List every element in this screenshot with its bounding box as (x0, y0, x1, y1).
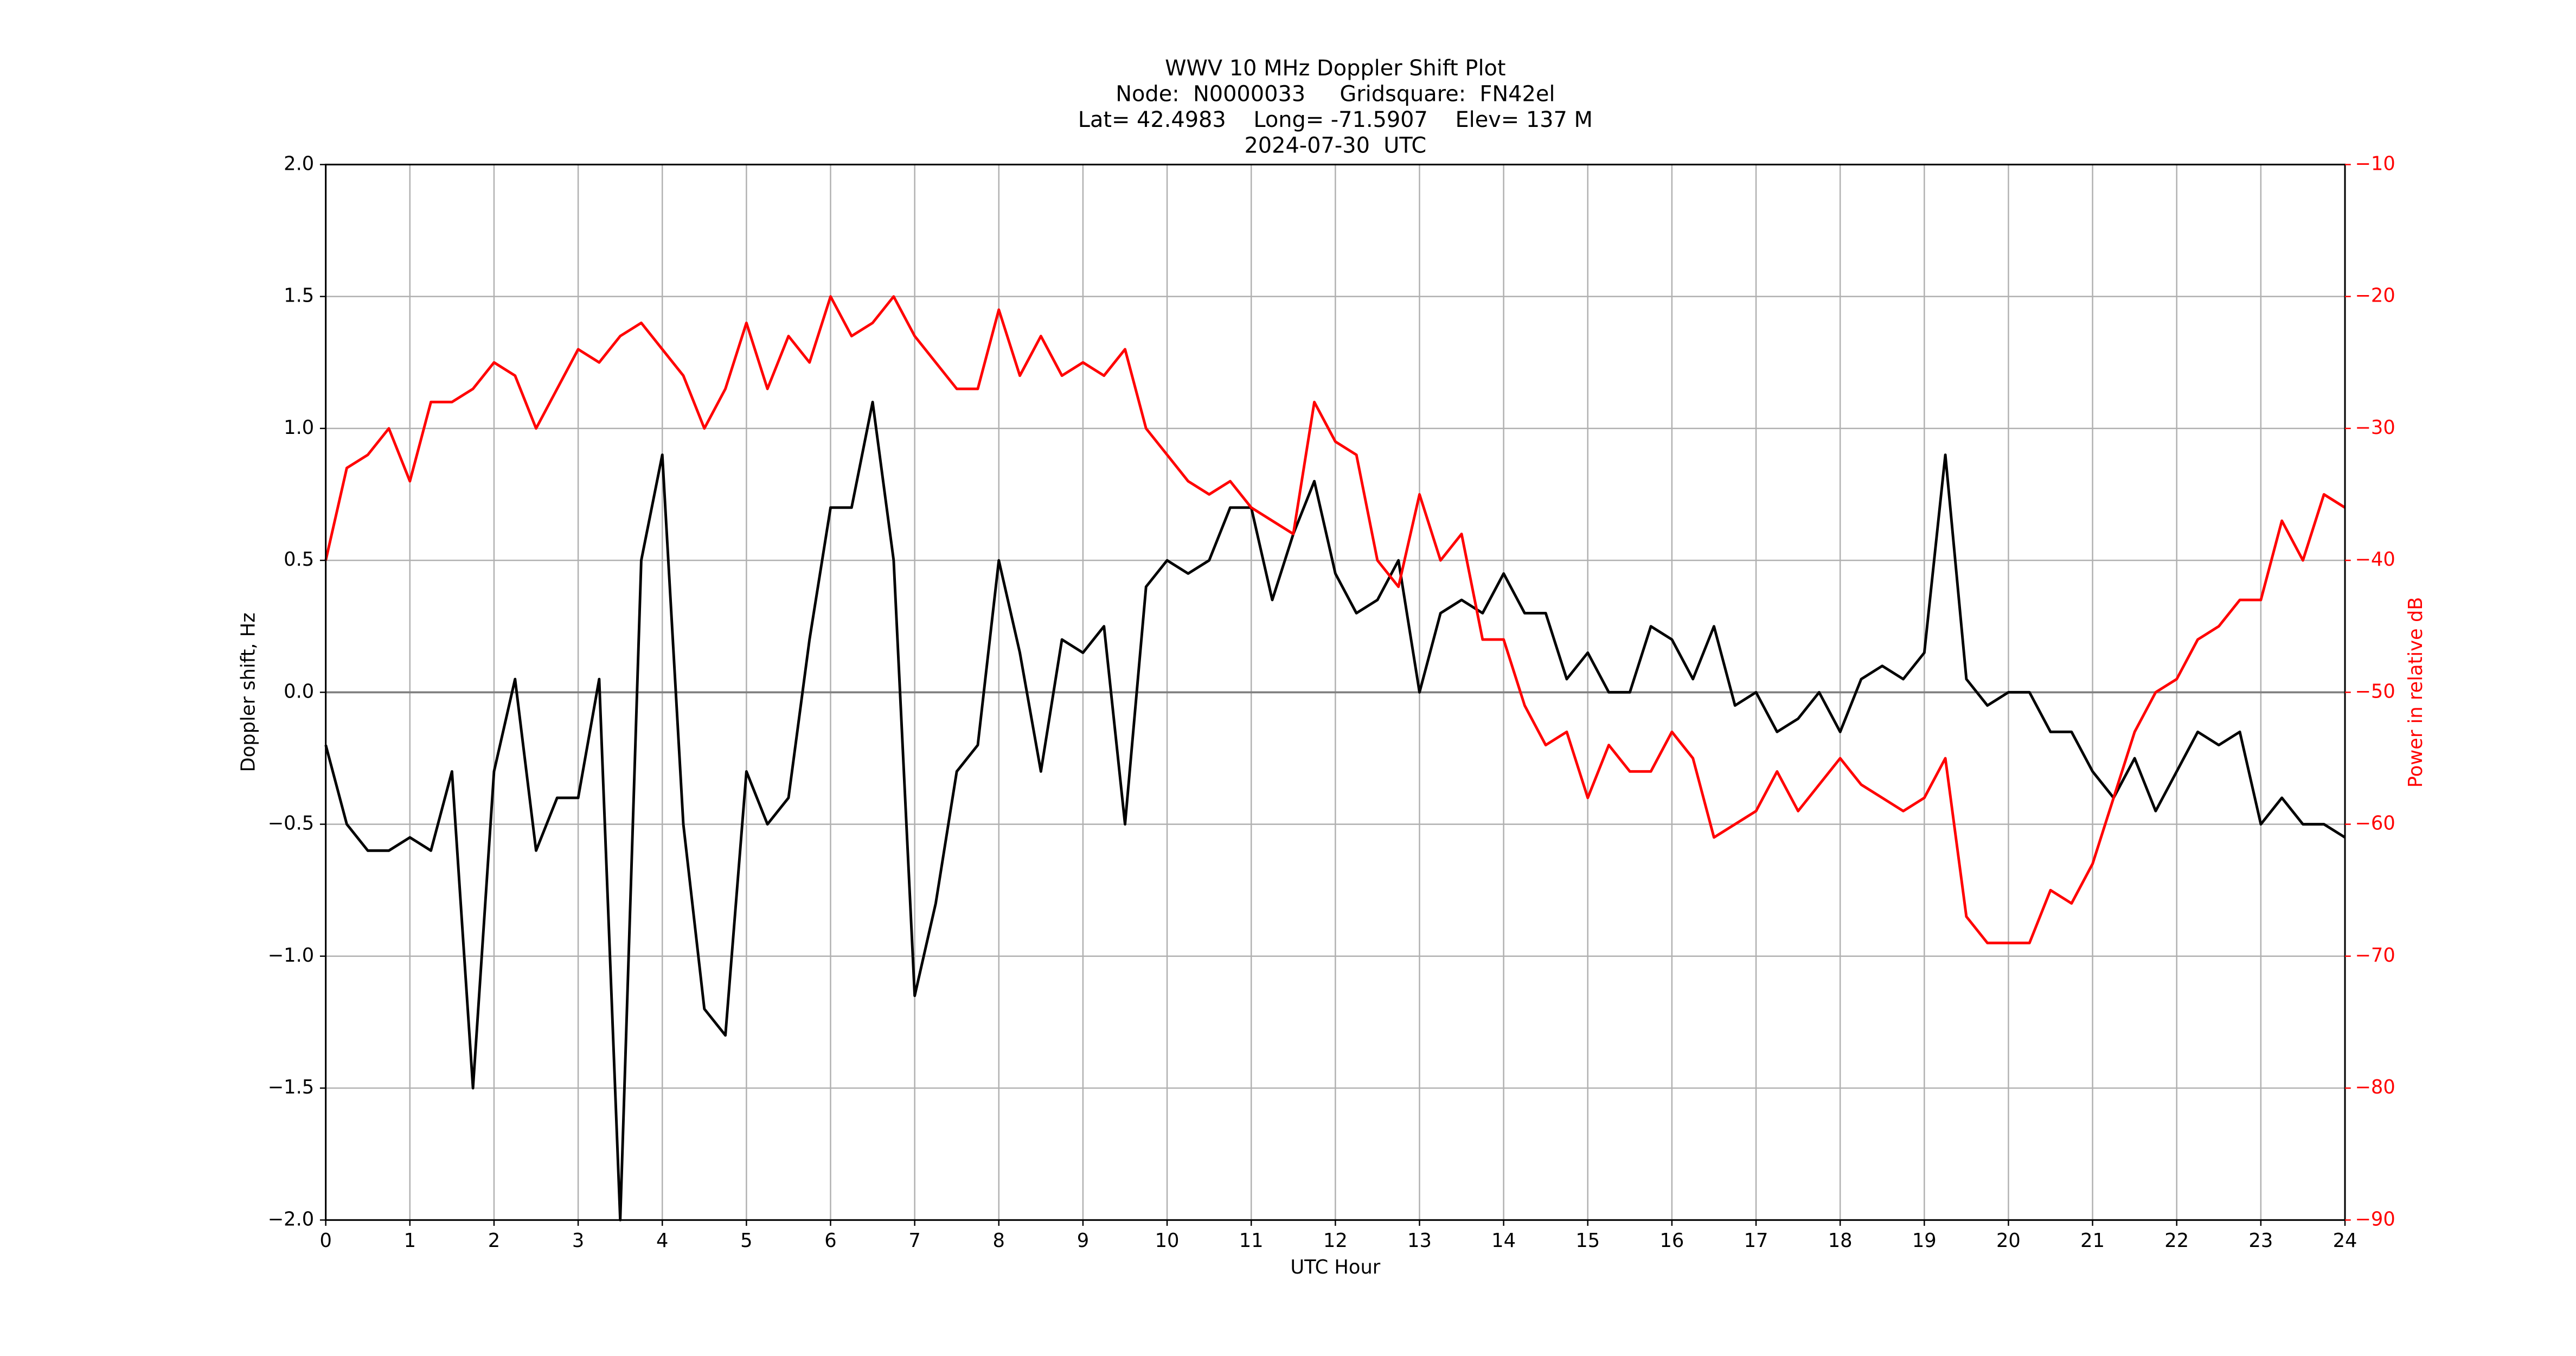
y2-tick-label: −90 (2355, 1208, 2395, 1230)
x-tick-label: 14 (1491, 1230, 1516, 1252)
x-tick-label: 2 (488, 1230, 500, 1252)
x-tick-label: 15 (1575, 1230, 1600, 1252)
y2-tick-label: −20 (2355, 285, 2395, 307)
x-tick-label: 21 (2080, 1230, 2105, 1252)
y-tick-label: −1.0 (268, 944, 315, 967)
y2-tick-label: −30 (2355, 417, 2395, 439)
x-tick-label: 11 (1239, 1230, 1264, 1252)
x-tick-label: 3 (572, 1230, 584, 1252)
y2-tick-label: −80 (2355, 1076, 2395, 1098)
y-tick-label: −1.5 (268, 1076, 315, 1098)
chart-subtitle: Lat= 42.4983 Long= -71.5907 Elev= 137 M (1078, 107, 1593, 132)
x-tick-label: 17 (1744, 1230, 1768, 1252)
lines (324, 295, 2346, 1221)
x-tick-label: 4 (656, 1230, 668, 1252)
y2-tick-label: −10 (2355, 152, 2395, 175)
x-tick-label: 0 (319, 1230, 331, 1252)
y2-tick-label: −40 (2355, 548, 2395, 571)
x-tick-label: 22 (2164, 1230, 2189, 1252)
y2-axis-label: Power in relative dB (2405, 597, 2427, 788)
y2-tick-label: −50 (2355, 680, 2395, 702)
y-tick-label: 1.5 (284, 285, 314, 307)
x-tick-label: 5 (740, 1230, 752, 1252)
x-tick-label: 10 (1155, 1230, 1180, 1252)
y-tick-label: 0.5 (284, 548, 314, 571)
x-tick-label: 19 (1912, 1230, 1937, 1252)
grid (325, 164, 2346, 1221)
chart-subtitle: Node: N0000033 Gridsquare: FN42el (1116, 82, 1555, 107)
y-tick-label: −0.5 (268, 813, 315, 835)
x-tick-label: 1 (404, 1230, 416, 1252)
x-tick-label: 23 (2248, 1230, 2273, 1252)
y-tick-label: 1.0 (284, 417, 314, 439)
y-axis-label: Doppler shift, Hz (238, 612, 260, 772)
chart-subtitle: 2024-07-30 UTC (1244, 133, 1426, 158)
y-tick-label: 0.0 (284, 680, 314, 702)
x-tick-label: 8 (993, 1230, 1005, 1252)
y2-tick-label: −70 (2355, 944, 2395, 967)
y-tick-label: 2.0 (284, 152, 314, 175)
x-tick-label: 20 (1996, 1230, 2021, 1252)
series-line (324, 400, 2346, 1221)
x-tick-label: 6 (824, 1230, 836, 1252)
x-tick-label: 16 (1659, 1230, 1684, 1252)
chart-title: WWV 10 MHz Doppler Shift Plot (1165, 56, 1505, 81)
x-tick-label: 24 (2333, 1230, 2357, 1252)
y2-tick-label: −60 (2355, 813, 2395, 835)
x-axis-label: UTC Hour (1290, 1256, 1380, 1278)
x-tick-label: 7 (908, 1230, 920, 1252)
series-line (324, 295, 2346, 944)
x-tick-label: 9 (1077, 1230, 1089, 1252)
y-tick-label: −2.0 (268, 1208, 315, 1230)
x-tick-label: 18 (1828, 1230, 1853, 1252)
x-tick-label: 13 (1407, 1230, 1432, 1252)
x-tick-label: 12 (1323, 1230, 1348, 1252)
